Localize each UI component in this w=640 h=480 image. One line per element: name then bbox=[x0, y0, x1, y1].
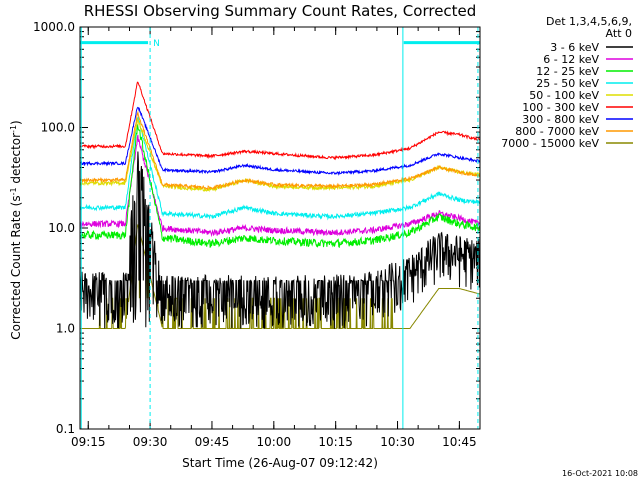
x-tick-label: 10:30 bbox=[380, 435, 415, 449]
y-axis-label-part: detector bbox=[9, 133, 23, 188]
plot-area: N bbox=[80, 27, 480, 429]
y-tick-label: 0.1 bbox=[56, 422, 75, 436]
series-line bbox=[80, 124, 480, 249]
plot-inner bbox=[80, 27, 480, 429]
legend-label: 50 - 100 keV bbox=[529, 89, 599, 102]
y-tick-label: 1.0 bbox=[56, 322, 75, 336]
legend-label: 3 - 6 keV bbox=[550, 41, 599, 54]
plot-frame bbox=[79, 26, 481, 430]
y-tick-label: 10.0 bbox=[48, 221, 75, 235]
x-axis-label: Start Time (26-Aug-07 09:12:42) bbox=[182, 456, 378, 470]
interval-annotation: N bbox=[153, 39, 160, 49]
y-axis-label-part: ) bbox=[9, 120, 23, 125]
legend-header-line: Det 1,3,4,5,6,9, bbox=[546, 15, 632, 28]
legend-label: 800 - 7000 keV bbox=[515, 125, 599, 138]
x-axis-ticks: 09:15 09:30 09:45 10:00 10:15 10:30 10:45 bbox=[71, 27, 481, 449]
x-tick-label: 09:15 bbox=[71, 435, 106, 449]
y-axis-label-exponent: -1 bbox=[9, 125, 18, 133]
legend-label: 100 - 300 keV bbox=[522, 101, 599, 114]
y-axis-label: Corrected Count Rate (s-1 detector-1) bbox=[9, 120, 24, 339]
series-line bbox=[80, 134, 480, 238]
y-tick-label: 1000.0 bbox=[33, 20, 75, 34]
legend-header-line: Att 0 bbox=[606, 27, 632, 40]
series-line bbox=[80, 115, 480, 221]
legend-label: 7000 - 15000 keV bbox=[501, 137, 599, 150]
y-axis-label-exponent: -1 bbox=[9, 187, 18, 195]
x-tick-label: 10:45 bbox=[442, 435, 477, 449]
legend-header: Det 1,3,4,5,6,9, Att 0 bbox=[546, 15, 632, 40]
x-tick-label: 10:15 bbox=[318, 435, 353, 449]
series-line bbox=[80, 106, 480, 176]
legend-label: 300 - 800 keV bbox=[522, 113, 599, 126]
chart-title: RHESSI Observing Summary Count Rates, Co… bbox=[84, 2, 477, 20]
y-tick-label: 100.0 bbox=[41, 121, 75, 135]
series-line bbox=[80, 81, 480, 161]
x-tick-label: 09:30 bbox=[133, 435, 168, 449]
y-axis-label-part: Corrected Count Rate (s bbox=[9, 195, 23, 339]
series-line bbox=[80, 110, 480, 191]
legend-label: 12 - 25 keV bbox=[536, 65, 599, 78]
x-tick-label: 10:00 bbox=[257, 435, 292, 449]
x-tick-label: 09:45 bbox=[195, 435, 230, 449]
series-line bbox=[80, 117, 480, 193]
legend-label: 25 - 50 keV bbox=[536, 77, 599, 90]
footer-timestamp: 16-Oct-2021 10:08 bbox=[562, 469, 638, 478]
series-line bbox=[80, 151, 480, 329]
legend-label: 6 - 12 keV bbox=[543, 53, 599, 66]
